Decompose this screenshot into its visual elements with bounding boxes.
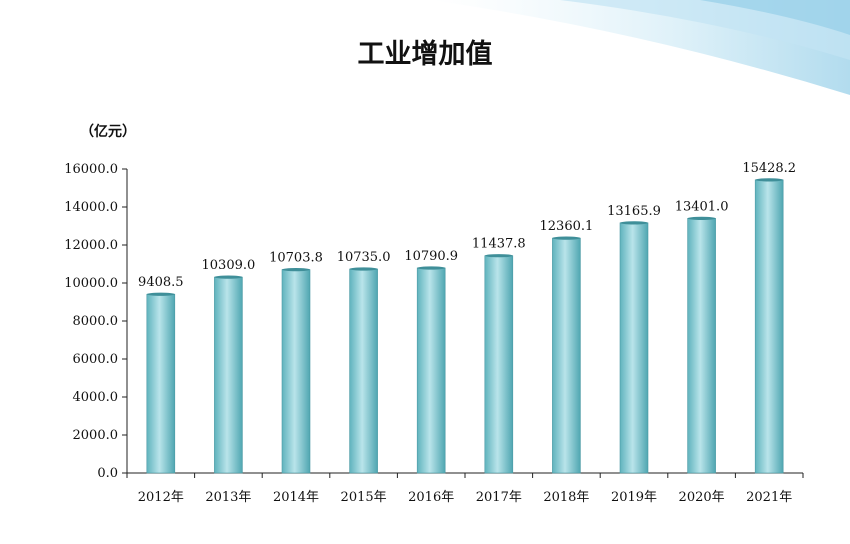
data-label: 9408.5 bbox=[138, 275, 184, 290]
bar bbox=[416, 267, 446, 474]
y-tick-label: 10000.0 bbox=[64, 276, 118, 291]
bar-top bbox=[214, 275, 243, 279]
data-label: 10703.8 bbox=[269, 251, 323, 266]
bar-top bbox=[146, 292, 175, 296]
bar bbox=[281, 269, 311, 474]
y-tick-label: 2000.0 bbox=[73, 428, 119, 443]
bar-top bbox=[552, 236, 581, 240]
bar bbox=[687, 218, 716, 474]
data-label: 10735.0 bbox=[337, 250, 391, 265]
data-label: 13401.0 bbox=[675, 199, 729, 214]
y-tick-label: 8000.0 bbox=[73, 314, 119, 329]
bar-top bbox=[484, 254, 513, 258]
data-label: 12360.1 bbox=[540, 219, 594, 234]
bar-top bbox=[620, 221, 648, 225]
data-label: 13165.9 bbox=[607, 204, 661, 219]
data-labels: 9408.5 10309.0 10703.8 10735.0 10790.9 11437.… bbox=[138, 161, 796, 290]
bar bbox=[214, 276, 243, 474]
x-tick-label: 2020年 bbox=[679, 490, 725, 505]
y-tick-label: 12000.0 bbox=[64, 238, 118, 253]
bar bbox=[349, 268, 378, 474]
x-tick-label: 2016年 bbox=[408, 490, 454, 505]
data-label: 11437.8 bbox=[472, 237, 526, 252]
bar-top bbox=[755, 178, 784, 182]
y-tick-label: 16000.0 bbox=[64, 162, 118, 177]
bar bbox=[484, 255, 514, 474]
x-tick-label: 2021年 bbox=[746, 490, 792, 505]
chart-title: 工业增加值 bbox=[358, 38, 493, 70]
x-tick-label: 2017年 bbox=[476, 490, 522, 505]
data-label: 10309.0 bbox=[202, 258, 256, 273]
x-tick-label: 2014年 bbox=[273, 490, 319, 505]
bar bbox=[146, 293, 176, 474]
bar-top bbox=[282, 268, 310, 272]
bar bbox=[552, 237, 581, 474]
data-label: 10790.9 bbox=[404, 249, 458, 264]
y-axis: 0.0 2000.0 4000.0 6000.0 8000.0 10000.0 12000.… bbox=[64, 162, 128, 481]
y-axis-unit-label: （亿元） bbox=[80, 123, 136, 140]
bars bbox=[146, 178, 784, 474]
y-tick-label: 6000.0 bbox=[73, 352, 119, 367]
bar-top bbox=[417, 266, 446, 270]
x-tick-label: 2015年 bbox=[341, 490, 387, 505]
bar-top bbox=[687, 216, 716, 220]
x-tick-label: 2012年 bbox=[138, 490, 184, 505]
bar bbox=[754, 179, 784, 474]
x-tick-label: 2013年 bbox=[205, 490, 251, 505]
data-label: 15428.2 bbox=[742, 161, 796, 176]
bar bbox=[619, 222, 649, 474]
bar-top bbox=[349, 267, 378, 271]
x-tick-label: 2018年 bbox=[543, 490, 589, 505]
x-axis: 2012年 2013年 2014年 2015年 2016年 2017年 2018年 2019年… bbox=[126, 472, 804, 505]
y-tick-label: 4000.0 bbox=[73, 390, 119, 405]
y-tick-label: 14000.0 bbox=[64, 200, 118, 215]
x-tick-label: 2019年 bbox=[611, 490, 657, 505]
y-tick-label: 0.0 bbox=[97, 466, 118, 481]
